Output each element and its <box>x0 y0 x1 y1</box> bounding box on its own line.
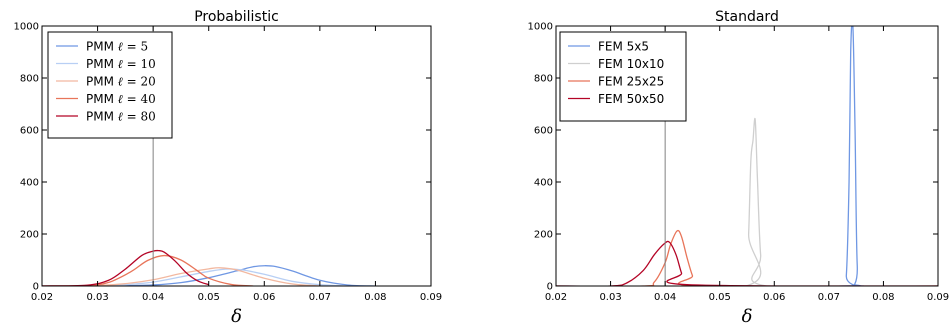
legend-label: PMM ℓ = 20 <box>86 75 156 89</box>
legend-label: FEM 10x10 <box>598 57 664 71</box>
series-line-4 <box>42 254 254 286</box>
x-tick-label: 0.06 <box>253 292 275 303</box>
legend-label: PMM ℓ = 10 <box>86 57 156 71</box>
x-tick-label: 0.07 <box>309 292 331 303</box>
series-lines <box>42 249 376 286</box>
y-tick-label: 0 <box>33 282 39 293</box>
legend-label: PMM ℓ = 80 <box>86 110 156 124</box>
legend-label: PMM ℓ = 40 <box>86 92 156 106</box>
y-tick-label: 400 <box>20 178 39 189</box>
x-tick-label: 0.07 <box>818 292 840 303</box>
series-line-3 <box>556 229 938 286</box>
series-line-2 <box>556 117 938 286</box>
y-tick-label: 400 <box>534 178 553 189</box>
x-tick-label: 0.06 <box>763 292 785 303</box>
x-tick-label: 0.03 <box>86 292 108 303</box>
series-line-5 <box>42 249 209 286</box>
x-tick-label: 0.09 <box>927 292 949 303</box>
legend-label: PMM ℓ = 5 <box>86 40 148 54</box>
y-tick-label: 600 <box>534 126 553 137</box>
y-tick-label: 1000 <box>14 22 39 33</box>
chart-title: Probabilistic <box>194 9 279 25</box>
chart-panel-probabilistic: 0.02 0.03 0.04 0.05 0.06 0.07 0.08 0.09 0 200 400 6… <box>14 9 443 327</box>
y-tick-label: 1000 <box>528 22 553 33</box>
series-line-4 <box>556 240 938 286</box>
y-tick-label: 0 <box>547 282 553 293</box>
x-tick-label: 0.08 <box>872 292 894 303</box>
chart-panel-standard: 0.02 0.03 0.04 0.05 0.06 0.07 0.08 0.09 0 200 400 6… <box>528 9 950 327</box>
x-tick-label: 0.03 <box>599 292 621 303</box>
series-line-3 <box>42 267 320 286</box>
x-axis-label: δ <box>231 306 242 327</box>
x-tick-label: 0.08 <box>364 292 386 303</box>
x-tick-label: 0.09 <box>420 292 442 303</box>
legend: FEM 5x5 FEM 10x10 FEM 25x25 FEM 50x50 <box>559 31 687 122</box>
legend-label: FEM 25x25 <box>598 75 664 89</box>
legend-label: FEM 5x5 <box>598 40 649 54</box>
series-line-2 <box>42 268 348 286</box>
y-tick-label: 600 <box>20 126 39 137</box>
plot-frame <box>555 25 939 287</box>
x-tick-label: 0.05 <box>709 292 731 303</box>
legend-box <box>559 31 687 122</box>
x-tick-label: 0.04 <box>142 292 164 303</box>
legend-label: FEM 50x50 <box>598 92 664 106</box>
plot-frame <box>41 25 432 287</box>
y-tick-label: 200 <box>20 230 39 241</box>
x-tick-label: 0.02 <box>31 292 53 303</box>
chart-title: Standard <box>715 9 779 25</box>
x-tick-label: 0.04 <box>654 292 676 303</box>
y-tick-label: 800 <box>534 74 553 85</box>
y-tick-label: 200 <box>534 230 553 241</box>
y-tick-label: 800 <box>20 74 39 85</box>
x-tick-label: 0.02 <box>545 292 567 303</box>
legend: PMM ℓ = 5 PMM ℓ = 10 PMM ℓ = 20 PMM ℓ = 40 P… <box>47 31 173 139</box>
legend-box <box>47 31 173 139</box>
x-axis-label: δ <box>742 306 753 327</box>
x-tick-label: 0.05 <box>198 292 220 303</box>
